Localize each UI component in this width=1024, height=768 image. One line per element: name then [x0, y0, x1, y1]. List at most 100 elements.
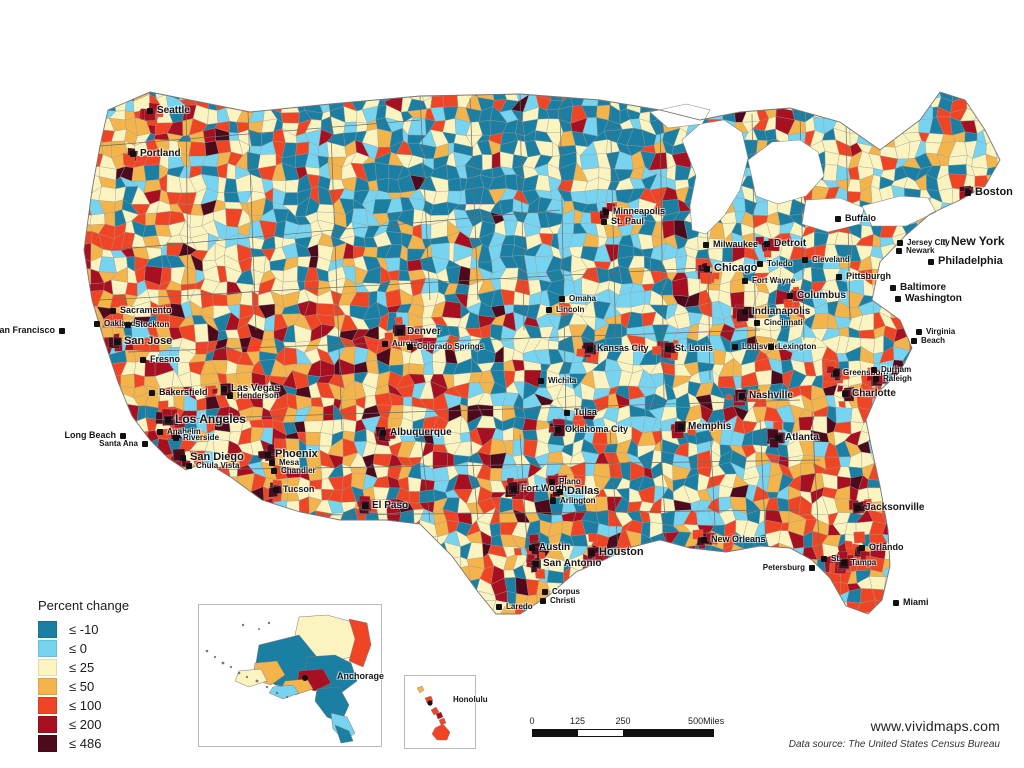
city-label: Jersey City: [907, 237, 950, 247]
city-dot: [732, 344, 738, 350]
legend-item[interactable]: ≤ 486: [38, 735, 129, 752]
legend-item[interactable]: ≤ -10: [38, 621, 129, 638]
city-label: Cleveland: [812, 254, 850, 264]
city-label: Las Vegas: [231, 382, 280, 394]
city-dot: [557, 489, 563, 495]
city-label: Virginia: [926, 326, 956, 336]
legend-swatch: [38, 621, 57, 638]
city-dot: [893, 600, 899, 606]
city-dot: [601, 219, 607, 225]
city-label-honolulu: Honolulu: [453, 695, 488, 704]
legend-item[interactable]: ≤ 0: [38, 640, 129, 657]
legend-item[interactable]: ≤ 50: [38, 678, 129, 695]
city-label: Stockton: [135, 319, 170, 329]
scale-tick-labels: 0 125 250 500Miles: [529, 716, 724, 729]
city-dot: [787, 293, 793, 299]
city-label: Fresno: [150, 354, 181, 365]
city-label: Tampa: [851, 557, 877, 567]
city-dot: [833, 370, 839, 376]
city-dot: [589, 550, 595, 556]
city-label: Henderson: [237, 390, 279, 400]
city-label: St.: [831, 553, 842, 563]
city-label: Chicago: [714, 261, 758, 274]
city-label: San Jose: [124, 334, 173, 347]
city-label: Santa Ana: [99, 438, 138, 448]
city-dot: [550, 498, 556, 504]
city-label: Chandler: [281, 465, 316, 475]
city-label: Aurora: [392, 338, 419, 348]
legend-swatch: [38, 678, 57, 695]
city-dot: [269, 460, 275, 466]
city-dot: [768, 344, 774, 350]
city-label: Minneapolis: [613, 206, 666, 217]
city-dot: [120, 433, 126, 439]
legend-item[interactable]: ≤ 25: [38, 659, 129, 676]
city-label: Portland: [140, 147, 181, 159]
city-dot: [764, 241, 770, 247]
city-dot: [271, 468, 277, 474]
city-dot: [380, 430, 386, 436]
city-dot: [890, 285, 896, 291]
city-dot: [186, 463, 192, 469]
city-dot: [142, 441, 148, 447]
city-label: Columbus: [797, 289, 846, 301]
city-dot: [739, 393, 745, 399]
city-dot: [897, 240, 903, 246]
city-label: St. Paul: [611, 216, 645, 227]
city-label: Los Angeles: [175, 412, 246, 427]
city-label: Newark: [906, 245, 935, 255]
city-label: Nashville: [749, 389, 793, 401]
great-lakes: [649, 103, 937, 235]
city-dot: [125, 322, 131, 328]
scale-seg-2: [578, 730, 623, 736]
city-dot: [821, 556, 827, 562]
city-dot: [555, 427, 561, 433]
city-dot: [916, 329, 922, 335]
city-label: Albuquerque: [390, 426, 452, 438]
city-label: Sacramento: [120, 305, 172, 316]
city-dot: [173, 435, 179, 441]
legend-label: ≤ 486: [69, 736, 102, 751]
city-dot: [533, 561, 539, 567]
legend-swatch: [38, 697, 57, 714]
scale-seg-3: [623, 730, 713, 736]
city-label: St. Louis: [675, 343, 713, 354]
legend-item[interactable]: ≤ 100: [38, 697, 129, 714]
city-dot: [382, 341, 388, 347]
city-dot: [895, 296, 901, 302]
city-label: Laredo: [506, 601, 533, 611]
city-dot: [859, 545, 865, 551]
legend: Percent change ≤ -10 ≤ 0 ≤ 25 ≤ 50 ≤ 100 ≤ 20…: [38, 598, 129, 754]
city-dot: [407, 344, 413, 350]
city-label: Lincoln: [556, 304, 585, 314]
city-label: Omaha: [569, 293, 597, 303]
legend-item[interactable]: ≤ 200: [38, 716, 129, 733]
city-label: Jacksonville: [865, 501, 925, 513]
city-label: Petersburg: [762, 562, 805, 572]
legend-swatch: [38, 716, 57, 733]
city-label: Bakersfield: [159, 387, 208, 398]
city-label: Long Beach: [64, 430, 116, 441]
city-label: Austin: [539, 541, 571, 553]
city-label: New York: [951, 234, 1005, 249]
honolulu-dot: [427, 700, 433, 706]
city-label: Cincinnati: [764, 317, 803, 327]
city-label: Houston: [599, 545, 644, 558]
city-label: Charlotte: [852, 387, 896, 399]
city-label: Beach: [921, 335, 946, 345]
city-label: Colorado Springs: [417, 341, 485, 351]
city-label: Kansas City: [597, 343, 649, 354]
city-dot: [273, 487, 279, 493]
city-dot: [842, 391, 848, 397]
city-dot: [742, 309, 748, 315]
city-label: Seattle: [157, 104, 190, 116]
city-label: Mesa: [279, 457, 300, 467]
city-dot: [603, 209, 609, 215]
city-dot: [678, 424, 684, 430]
city-label: Phoenix: [275, 447, 318, 460]
city-dot: [587, 346, 593, 352]
city-dot: [265, 452, 271, 458]
city-label-anchorage: Anchorage: [337, 671, 385, 681]
city-dot: [928, 259, 934, 265]
city-dot: [540, 598, 546, 604]
